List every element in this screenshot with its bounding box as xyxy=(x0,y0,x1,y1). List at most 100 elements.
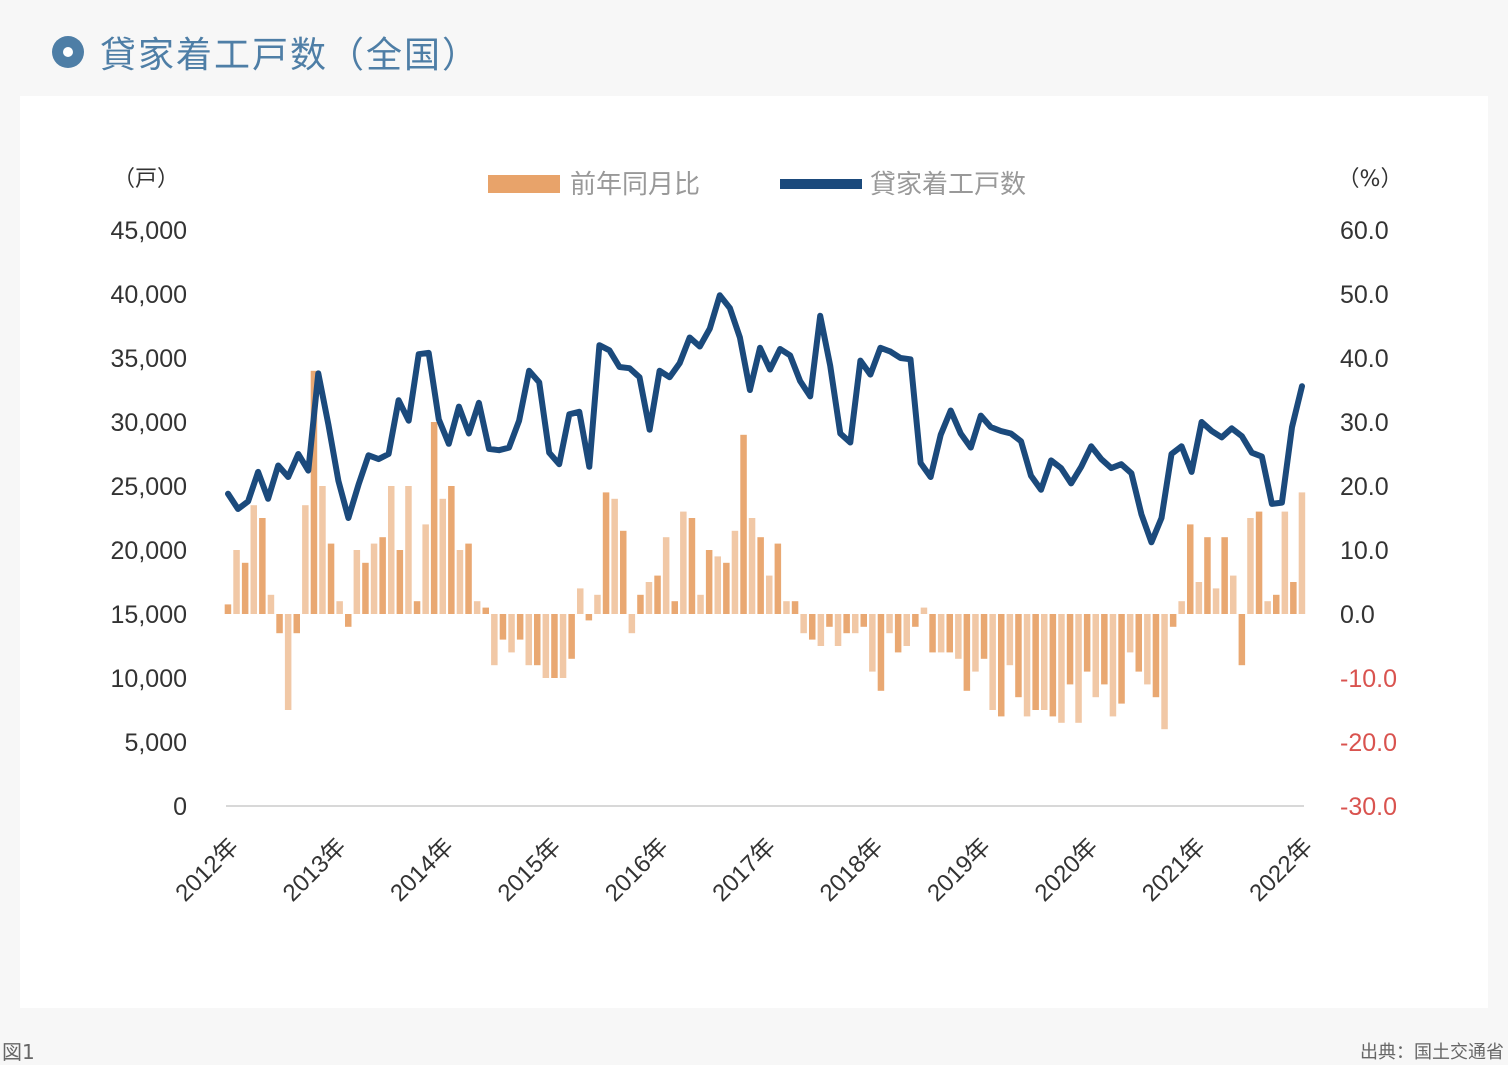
bar-mark xyxy=(594,595,601,614)
bar-mark xyxy=(1273,595,1280,614)
bar-mark xyxy=(1127,614,1134,652)
x-tick-label: 2019年 xyxy=(922,833,996,907)
source-credit: 出典：国土交通省 xyxy=(1360,1038,1504,1064)
chart-svg: 45,00040,00035,00030,00025,00020,00015,0… xyxy=(20,96,1488,1008)
bar-mark xyxy=(697,595,704,614)
bar-mark xyxy=(1170,614,1177,627)
bar-mark xyxy=(818,614,825,646)
x-tick-label: 2013年 xyxy=(278,833,352,907)
bar-mark xyxy=(1264,601,1271,614)
bar-mark xyxy=(362,563,369,614)
bar-mark xyxy=(1101,614,1108,684)
bar-mark xyxy=(783,601,790,614)
bar-mark xyxy=(955,614,962,659)
x-tick-label: 2012年 xyxy=(170,833,244,907)
left-tick-label: 5,000 xyxy=(124,729,187,757)
bar-mark xyxy=(1015,614,1022,697)
bar-mark xyxy=(302,505,309,614)
bar-mark xyxy=(526,614,533,665)
right-tick-label: 0.0 xyxy=(1340,601,1375,629)
bar-mark xyxy=(397,550,404,614)
bar-mark xyxy=(268,595,275,614)
bar-mark xyxy=(508,614,515,652)
bar-mark xyxy=(886,614,893,633)
bar-mark xyxy=(371,544,378,614)
x-tick-label: 2022年 xyxy=(1244,833,1318,907)
bar-mark xyxy=(921,608,928,614)
legend-line-label: 貸家着工戸数 xyxy=(870,170,1026,200)
bar-mark xyxy=(800,614,807,633)
bar-mark xyxy=(1084,614,1091,672)
left-tick-label: 45,000 xyxy=(111,217,187,245)
bar-mark xyxy=(1204,537,1211,614)
right-tick-label: 30.0 xyxy=(1340,409,1389,437)
bar-mark xyxy=(775,544,782,614)
bar-mark xyxy=(1007,614,1014,665)
bar-mark xyxy=(379,537,386,614)
bar-mark xyxy=(689,518,696,614)
bar-mark xyxy=(225,604,232,614)
chart-heading: 貸家着工戸数（全国） xyxy=(52,26,480,78)
bar-mark xyxy=(904,614,911,646)
bar-mark xyxy=(1118,614,1125,704)
bar-mark xyxy=(440,499,447,614)
bar-mark xyxy=(603,492,610,614)
bar-mark xyxy=(543,614,550,678)
bar-mark xyxy=(345,614,352,627)
bar-mark xyxy=(843,614,850,633)
bar-mark xyxy=(465,544,472,614)
bar-mark xyxy=(895,614,902,652)
right-tick-label: 60.0 xyxy=(1340,217,1389,245)
bar-mark xyxy=(1196,582,1203,614)
bar-mark xyxy=(637,595,644,614)
bar-mark xyxy=(792,601,799,614)
bar-mark xyxy=(405,486,412,614)
bar-mark xyxy=(732,531,739,614)
bar-mark xyxy=(560,614,567,678)
left-tick-label: 0 xyxy=(173,793,187,821)
figure-label: 図1 xyxy=(2,1036,35,1065)
bar-mark xyxy=(809,614,816,640)
bar-mark xyxy=(1161,614,1168,729)
bar-mark xyxy=(1178,601,1185,614)
bar-mark xyxy=(491,614,498,665)
bar-mark xyxy=(878,614,885,691)
bar-mark xyxy=(869,614,876,672)
left-tick-label: 10,000 xyxy=(111,665,187,693)
legend-bar-swatch xyxy=(488,175,560,193)
x-tick-label: 2018年 xyxy=(815,833,889,907)
bar-mark xyxy=(1256,512,1263,614)
legend: 前年同月比貸家着工戸数 xyxy=(488,170,1026,200)
bar-mark xyxy=(672,601,679,614)
bar-mark xyxy=(646,582,653,614)
left-tick-label: 35,000 xyxy=(111,345,187,373)
left-axis-unit: （戸） xyxy=(113,167,179,192)
bar-mark xyxy=(620,531,627,614)
bar-mark xyxy=(1136,614,1143,672)
right-tick-label: 20.0 xyxy=(1340,473,1389,501)
bar-mark xyxy=(998,614,1005,716)
bar-mark xyxy=(740,435,747,614)
x-tick-label: 2016年 xyxy=(600,833,674,907)
bar-mark xyxy=(586,614,593,620)
bar-mark xyxy=(1290,582,1297,614)
x-tick-label: 2015年 xyxy=(493,833,567,907)
bar-mark xyxy=(1067,614,1074,684)
bar-mark xyxy=(294,614,301,633)
bar-mark xyxy=(1230,576,1237,614)
bar-mark xyxy=(474,601,481,614)
bar-mark xyxy=(1075,614,1082,723)
bar-mark xyxy=(251,505,258,614)
bar-mark xyxy=(723,563,730,614)
bar-mark xyxy=(1187,524,1194,614)
right-tick-label: 40.0 xyxy=(1340,345,1389,373)
page-title: 貸家着工戸数（全国） xyxy=(100,26,480,78)
bar-mark xyxy=(422,524,429,614)
right-tick-label: 50.0 xyxy=(1340,281,1389,309)
bar-mark xyxy=(972,614,979,672)
bar-mark xyxy=(285,614,292,710)
bar-mark xyxy=(766,576,773,614)
bar-mark xyxy=(938,614,945,652)
bar-mark xyxy=(981,614,988,659)
